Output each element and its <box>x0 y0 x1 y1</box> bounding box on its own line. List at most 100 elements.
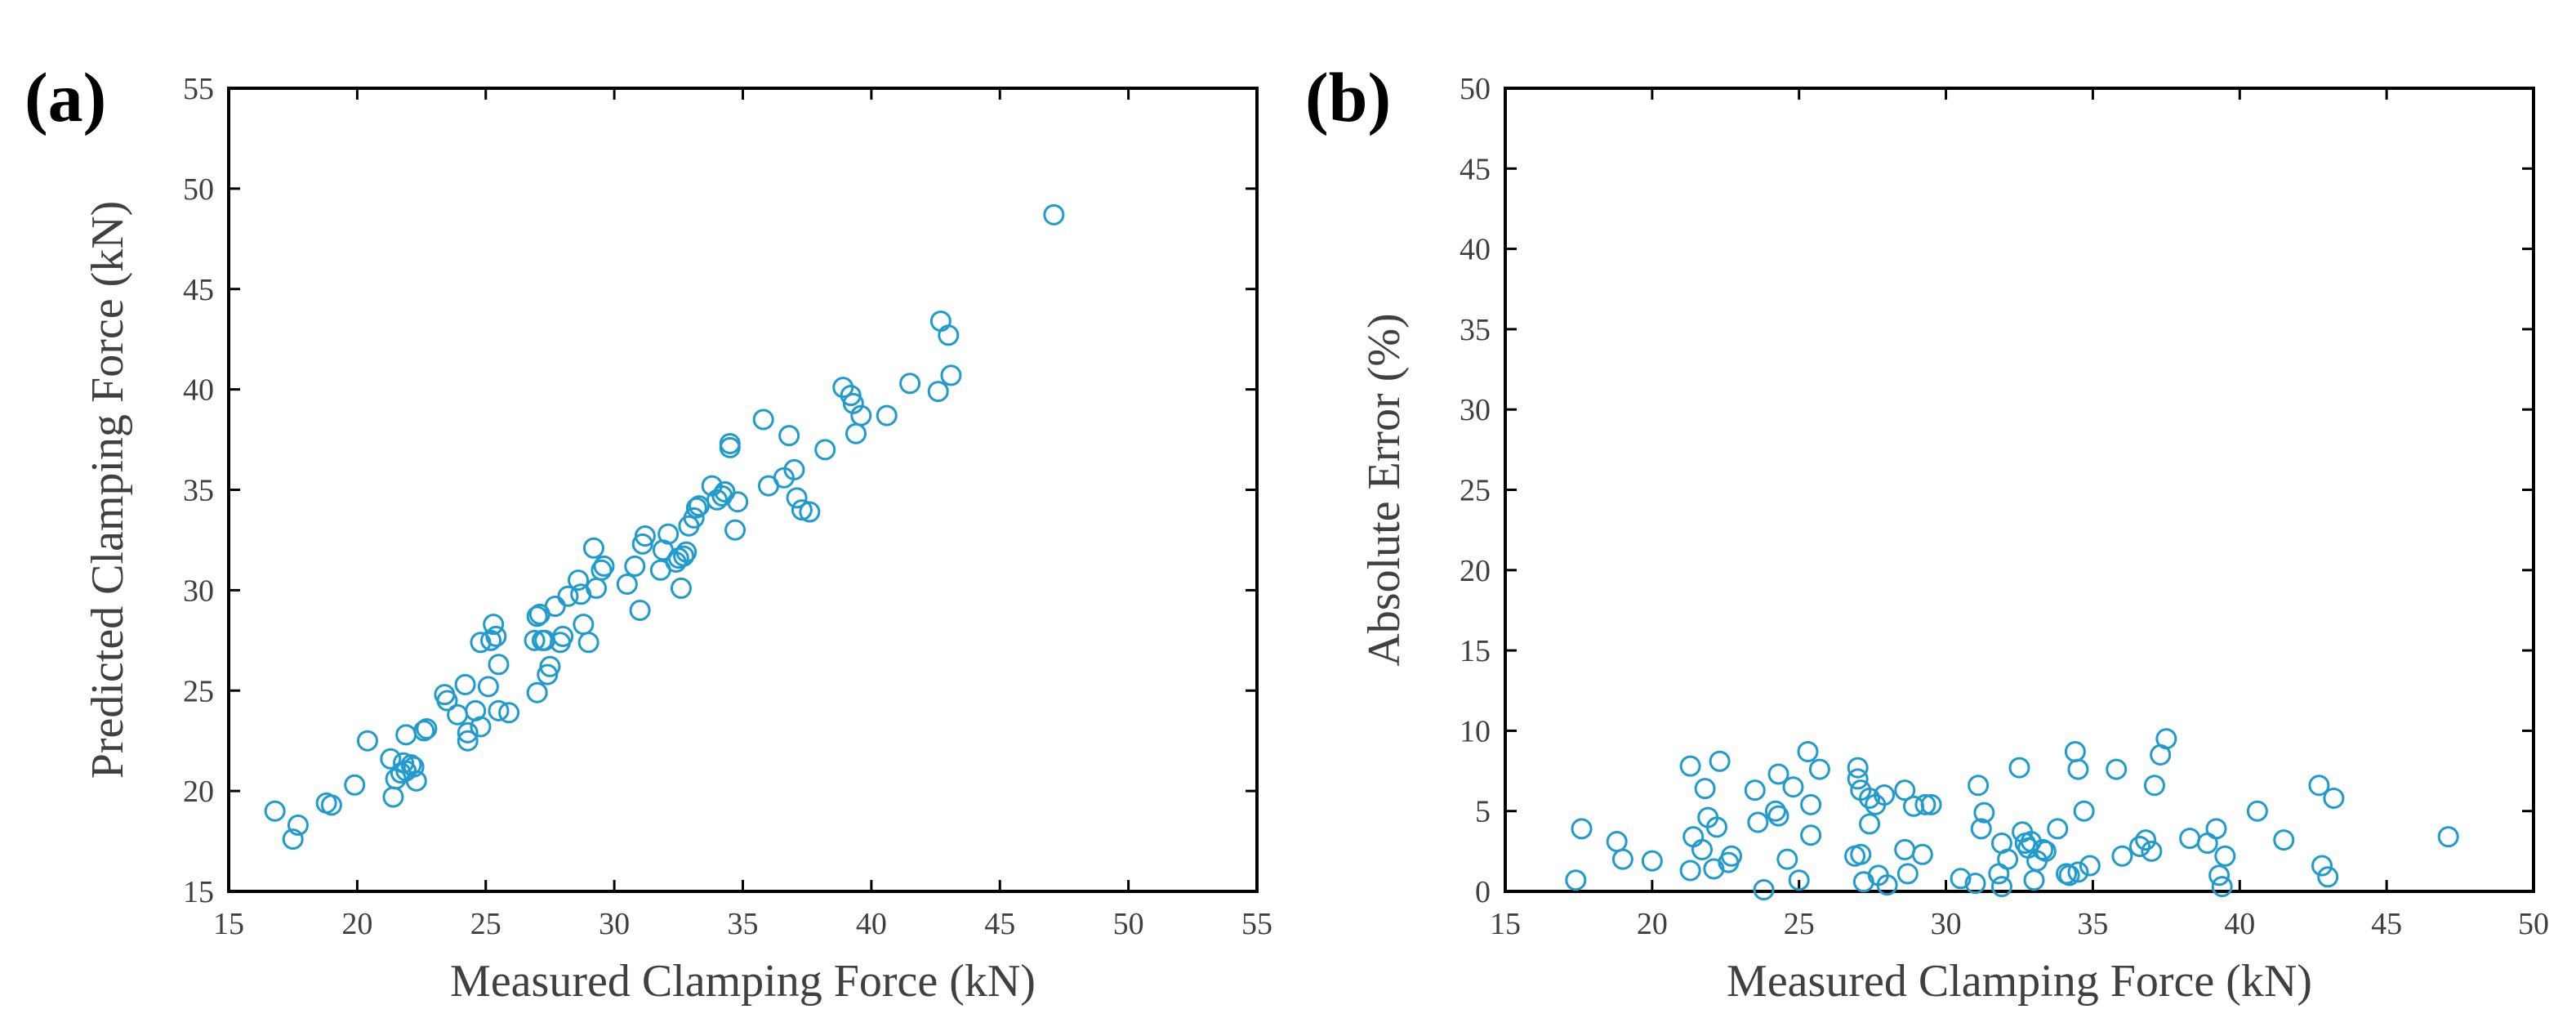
data-point <box>1788 869 1810 891</box>
x-tick-label: 30 <box>1931 907 1962 941</box>
data-point <box>1747 811 1769 833</box>
x-tick-label: 55 <box>1241 907 1272 941</box>
data-point <box>1679 860 1701 882</box>
data-point <box>539 655 561 677</box>
data-point <box>1920 793 1942 815</box>
data-point <box>1914 793 1936 815</box>
data-point <box>938 324 960 346</box>
data-point <box>477 676 499 698</box>
data-point <box>282 828 304 851</box>
data-point <box>2211 876 2233 898</box>
data-point <box>1847 768 1869 790</box>
data-point <box>1694 778 1716 800</box>
data-point <box>1797 740 1819 762</box>
y-tick-label: 25 <box>183 674 214 708</box>
data-point <box>1691 838 1714 860</box>
data-point <box>1709 750 1731 772</box>
y-tick-label: 30 <box>183 574 214 608</box>
y-tick-label: 10 <box>1460 714 1491 748</box>
data-point <box>454 673 476 695</box>
data-point <box>657 523 680 545</box>
data-point <box>264 800 286 822</box>
data-point <box>544 596 566 618</box>
data-point <box>634 525 656 547</box>
data-point <box>1973 802 1995 824</box>
data-point <box>1874 784 1896 806</box>
axes-frame <box>227 87 1259 893</box>
x-tick-label: 50 <box>2518 907 2549 941</box>
y-tick-label: 5 <box>1475 795 1491 829</box>
data-point <box>814 439 836 461</box>
data-point <box>2308 775 2330 797</box>
data-point <box>719 436 741 458</box>
data-point <box>1744 779 1766 802</box>
data-point <box>2141 840 2163 862</box>
data-point <box>899 373 921 395</box>
x-tick-label: 25 <box>470 907 501 941</box>
x-tick-label: 15 <box>1490 907 1521 941</box>
panel-label: (a) <box>25 58 106 136</box>
data-point <box>344 774 366 796</box>
data-point <box>1606 831 1628 853</box>
data-point <box>405 770 427 792</box>
data-point <box>1876 874 1898 896</box>
data-point <box>2067 861 2089 883</box>
data-point <box>488 699 510 721</box>
y-tick-label: 50 <box>1460 72 1491 106</box>
data-point <box>624 555 646 577</box>
data-point <box>591 559 613 581</box>
y-tick-label: 55 <box>183 72 214 106</box>
data-point <box>1571 818 1593 840</box>
data-point <box>629 599 651 621</box>
x-tick-label: 35 <box>2077 907 2108 941</box>
data-point <box>1767 805 1789 827</box>
data-point <box>1808 758 1830 780</box>
x-tick-label: 15 <box>213 907 244 941</box>
x-axis-label: Measured Clamping Force (kN) <box>1727 956 2312 1007</box>
data-point <box>876 404 898 426</box>
data-point <box>927 381 949 403</box>
data-point <box>1990 876 2012 898</box>
data-point <box>447 703 469 726</box>
data-point <box>1767 763 1789 785</box>
data-point <box>1753 879 1775 901</box>
data-point <box>524 629 546 651</box>
panel-label: (b) <box>1305 58 1391 136</box>
data-point <box>2214 845 2236 867</box>
data-point <box>2079 855 2101 877</box>
data-point <box>2273 829 2295 851</box>
data-point <box>1705 816 1727 838</box>
data-point <box>1859 787 1881 809</box>
data-point <box>436 690 458 712</box>
data-point <box>1997 848 2019 870</box>
x-tick-label: 45 <box>2371 907 2402 941</box>
y-tick-label: 0 <box>1475 875 1491 909</box>
data-point <box>2437 826 2459 848</box>
y-axis-label: Predicted Clamping Force (kN) <box>82 201 133 779</box>
y-tick-label: 35 <box>1460 313 1491 347</box>
data-point <box>929 310 952 333</box>
data-point <box>380 748 402 770</box>
x-tick-label: 45 <box>984 907 1015 941</box>
data-point <box>685 497 707 519</box>
data-point <box>1896 863 1919 885</box>
x-tick-label: 40 <box>856 907 887 941</box>
data-point <box>1894 838 1916 860</box>
data-point <box>2205 818 2227 840</box>
data-point <box>577 632 599 654</box>
data-point <box>320 794 342 816</box>
data-point <box>783 458 805 480</box>
data-point <box>1968 775 1990 797</box>
data-point <box>2111 845 2133 867</box>
data-point <box>2106 758 2128 780</box>
data-point <box>2047 818 2069 840</box>
data-point <box>2208 864 2231 886</box>
data-point <box>1764 800 1786 822</box>
data-point <box>1776 848 1798 870</box>
data-point <box>791 499 813 521</box>
data-point <box>845 422 867 444</box>
x-axis-label: Measured Clamping Force (kN) <box>450 956 1036 1007</box>
x-tick-label: 35 <box>728 907 759 941</box>
data-point <box>2035 840 2057 862</box>
